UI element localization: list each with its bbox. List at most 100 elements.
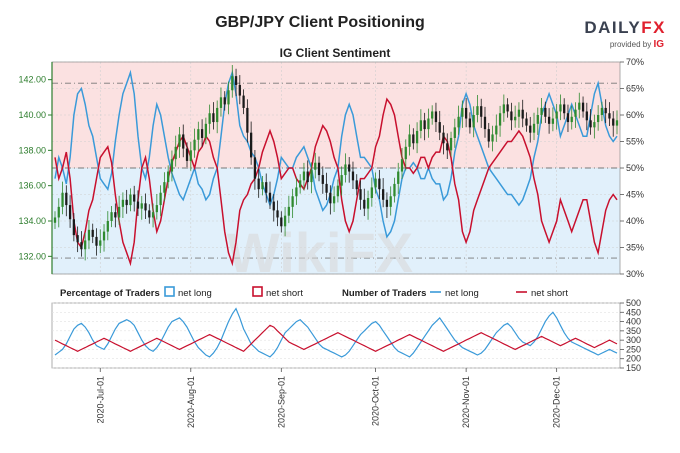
price-candle [287, 195, 290, 224]
candle-body [510, 111, 513, 121]
candle-body [329, 192, 332, 204]
price-candle [397, 162, 400, 194]
price-tick-label: 138.00 [18, 145, 46, 155]
price-candle [574, 102, 577, 128]
candle-body [340, 175, 343, 186]
candle-body [295, 187, 298, 197]
price-candle [212, 102, 215, 130]
pct-tick-label: 55% [626, 137, 644, 147]
price-candle [491, 125, 494, 152]
candle-body [174, 146, 177, 160]
price-candle [600, 101, 604, 122]
price-candle [295, 177, 298, 205]
price-candle [563, 98, 566, 120]
price-candle [446, 133, 449, 159]
price-candle [148, 204, 151, 224]
candle-body [502, 104, 505, 114]
candle-body [615, 120, 619, 126]
price-candle [468, 112, 472, 134]
candle-body [491, 134, 494, 142]
percent-axis: 30% 35% 40% 45% 50% 55% 60% 65% 70% [620, 57, 644, 279]
legend-num-short: net short [531, 288, 568, 299]
candle-body [306, 171, 309, 183]
candle-body [291, 196, 294, 207]
candle-body [363, 199, 366, 209]
price-candle [363, 188, 366, 217]
price-candle [453, 118, 456, 148]
price-candle [155, 193, 158, 220]
candle-body [453, 127, 456, 138]
price-candle [608, 102, 611, 126]
price-candle [242, 89, 245, 115]
candle-body [593, 122, 596, 128]
pct-tick-label: 50% [626, 163, 644, 173]
price-candle [559, 94, 562, 121]
price-candle [129, 188, 132, 212]
net-short-count-line [54, 324, 618, 353]
price-candle [472, 106, 475, 138]
price-candle [265, 173, 268, 203]
price-candle [95, 228, 98, 256]
price-candle [306, 160, 309, 190]
price-candle [359, 180, 362, 210]
price-candle [227, 81, 230, 115]
candle-body [91, 229, 94, 237]
candle-body [578, 102, 581, 110]
price-candle [532, 112, 536, 141]
lower-tick-label: 200 [626, 354, 641, 364]
candle-body [238, 84, 241, 96]
legend: Percentage of Traders net long net short… [60, 286, 568, 299]
lower-tick-label: 400 [626, 317, 641, 327]
candle-body [151, 212, 155, 218]
candle-body [227, 90, 230, 105]
price-candle [423, 112, 426, 141]
price-candle [483, 106, 487, 138]
candle-body [517, 109, 521, 117]
candle-body [106, 221, 109, 232]
price-candle [332, 186, 336, 212]
price-tick-label: 140.00 [18, 110, 46, 120]
candle-body [216, 107, 219, 123]
candle-body [99, 240, 102, 246]
candle-body [193, 139, 196, 151]
candle-body [551, 118, 555, 124]
candle-body [110, 212, 113, 221]
candle-body [65, 192, 68, 206]
candle-body [483, 116, 487, 130]
candle-body [155, 205, 158, 213]
net-short-pct-line [54, 97, 618, 267]
candle-body [114, 212, 117, 218]
price-candle [585, 102, 588, 131]
pct-tick-label: 70% [626, 57, 644, 67]
candle-body [559, 104, 562, 112]
logo-daily: DAILY [584, 18, 642, 37]
price-candle [133, 185, 136, 212]
candle-body [234, 76, 238, 85]
candle-body [208, 113, 211, 124]
price-candle [449, 131, 453, 157]
candle-body [412, 134, 415, 144]
price-candle [461, 100, 464, 128]
price-candle [117, 195, 121, 225]
price-candle [280, 211, 283, 233]
candle-body [468, 118, 472, 128]
price-candle [182, 124, 185, 158]
legend-pct-title: Percentage of Traders [60, 288, 160, 299]
candle-body [332, 196, 336, 204]
candle-body [348, 164, 351, 172]
price-candle [80, 231, 83, 257]
price-candle [219, 87, 223, 117]
price-tick-label: 134.00 [18, 216, 46, 226]
candle-body [204, 123, 208, 138]
candle-body [446, 143, 449, 151]
price-candle [99, 229, 102, 254]
price-candle [400, 148, 404, 179]
candle-body [431, 111, 434, 119]
candle-body [268, 192, 272, 202]
price-candle [336, 179, 340, 203]
watermark-text: WikiFX [227, 221, 413, 284]
price-candle [189, 141, 192, 171]
pct-tick-label: 60% [626, 110, 644, 120]
percentage-lines [54, 69, 618, 267]
